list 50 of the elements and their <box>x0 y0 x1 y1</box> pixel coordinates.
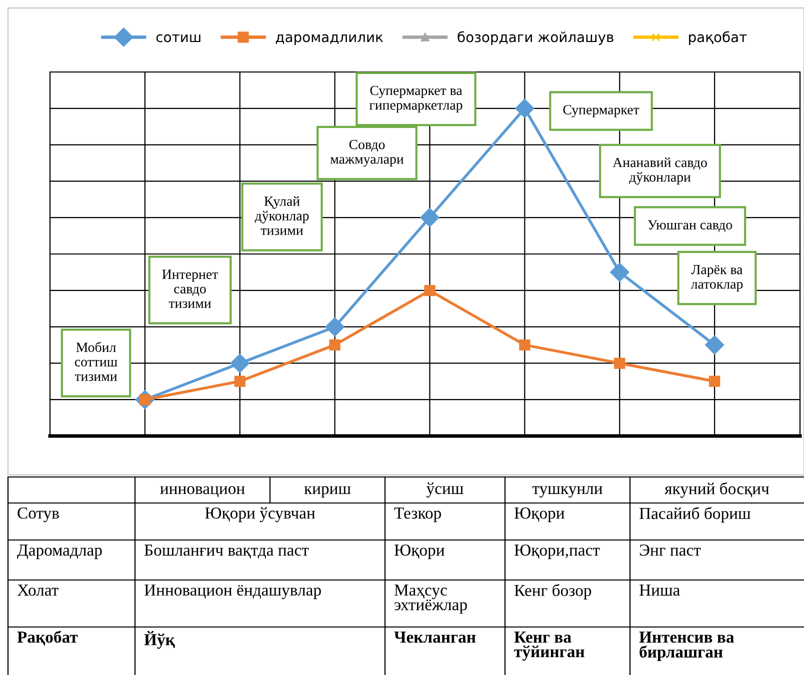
point <box>420 208 440 228</box>
legend-label: сотиш <box>156 34 200 42</box>
text: тушкунли <box>532 486 602 498</box>
annotation: Интернет савдо тизими <box>162 270 218 308</box>
text: Интенсив ва бирлашган <box>639 632 734 661</box>
text: кириш <box>304 486 351 498</box>
text: ўсиш <box>426 482 464 498</box>
text: Бошланғич вақтда паст <box>144 544 309 559</box>
point <box>610 262 630 282</box>
text: Чекланган <box>394 632 476 643</box>
point <box>614 358 626 369</box>
text: Сотув <box>18 507 59 522</box>
text: Даромадлар <box>17 544 102 560</box>
annotation: Супермаркет <box>563 105 640 118</box>
legend-label: даромадлилик <box>276 34 383 45</box>
text: Кенг ва тўйинган <box>514 632 584 661</box>
point <box>234 376 246 387</box>
text: Ниша <box>639 584 680 596</box>
legend-label: рақобат <box>689 31 747 45</box>
text: Инновацион ёндашувлар <box>144 584 321 600</box>
text: Тезкор <box>394 508 442 522</box>
point <box>709 376 720 387</box>
annotation: Мобил соттиш тизими <box>74 342 118 381</box>
text: Юқори <box>394 544 444 560</box>
annotation: Ларёк ва латоклар <box>690 264 743 292</box>
annotation: Уюшган савдо <box>648 220 732 232</box>
legend-label: бозордаги жойлашув <box>458 31 614 45</box>
point <box>705 335 724 354</box>
text: Рақобат <box>17 630 78 646</box>
point <box>230 354 250 373</box>
text: Пасайиб бориш <box>639 507 751 522</box>
point <box>515 98 534 118</box>
text: Маҳсус эхтиёжлар <box>394 584 467 614</box>
point <box>424 284 436 296</box>
text: инновацион <box>160 486 245 498</box>
text: Йўқ <box>144 631 175 649</box>
text: якуний босқич <box>664 482 770 498</box>
point <box>325 317 344 336</box>
text: Юқори ўсувчан <box>205 507 315 522</box>
annotation: Қулай дўконлар тизими <box>254 196 309 236</box>
text: Энг паст <box>640 544 701 556</box>
point <box>519 339 530 350</box>
text: Кенг бозор <box>514 584 592 600</box>
annotation: Совдо мажмуалари <box>330 140 404 167</box>
text: Холат <box>17 584 58 596</box>
annotation: Ананавий савдо дўконлари <box>612 158 707 185</box>
text: Юқори <box>514 508 564 522</box>
text: Юқори,паст <box>514 544 600 560</box>
annotation: Супермаркет ва гипермаркетлар <box>369 86 462 113</box>
point <box>329 339 340 350</box>
